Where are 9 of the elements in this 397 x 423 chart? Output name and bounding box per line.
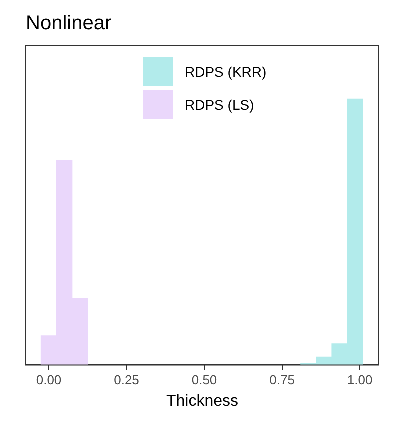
x-tick-label: 1.00 [347,372,373,388]
x-tick-label: 0.25 [114,372,140,388]
x-tick-label: 0.50 [192,372,218,388]
legend-label: RDPS (KRR) [185,64,267,80]
x-axis-title: Thickness [166,392,239,410]
x-tick-label: 0.75 [270,372,295,388]
x-tick-label: 0.00 [36,372,62,388]
legend-label: RDPS (LS) [185,96,254,112]
chart-title: Nonlinear [26,12,112,35]
